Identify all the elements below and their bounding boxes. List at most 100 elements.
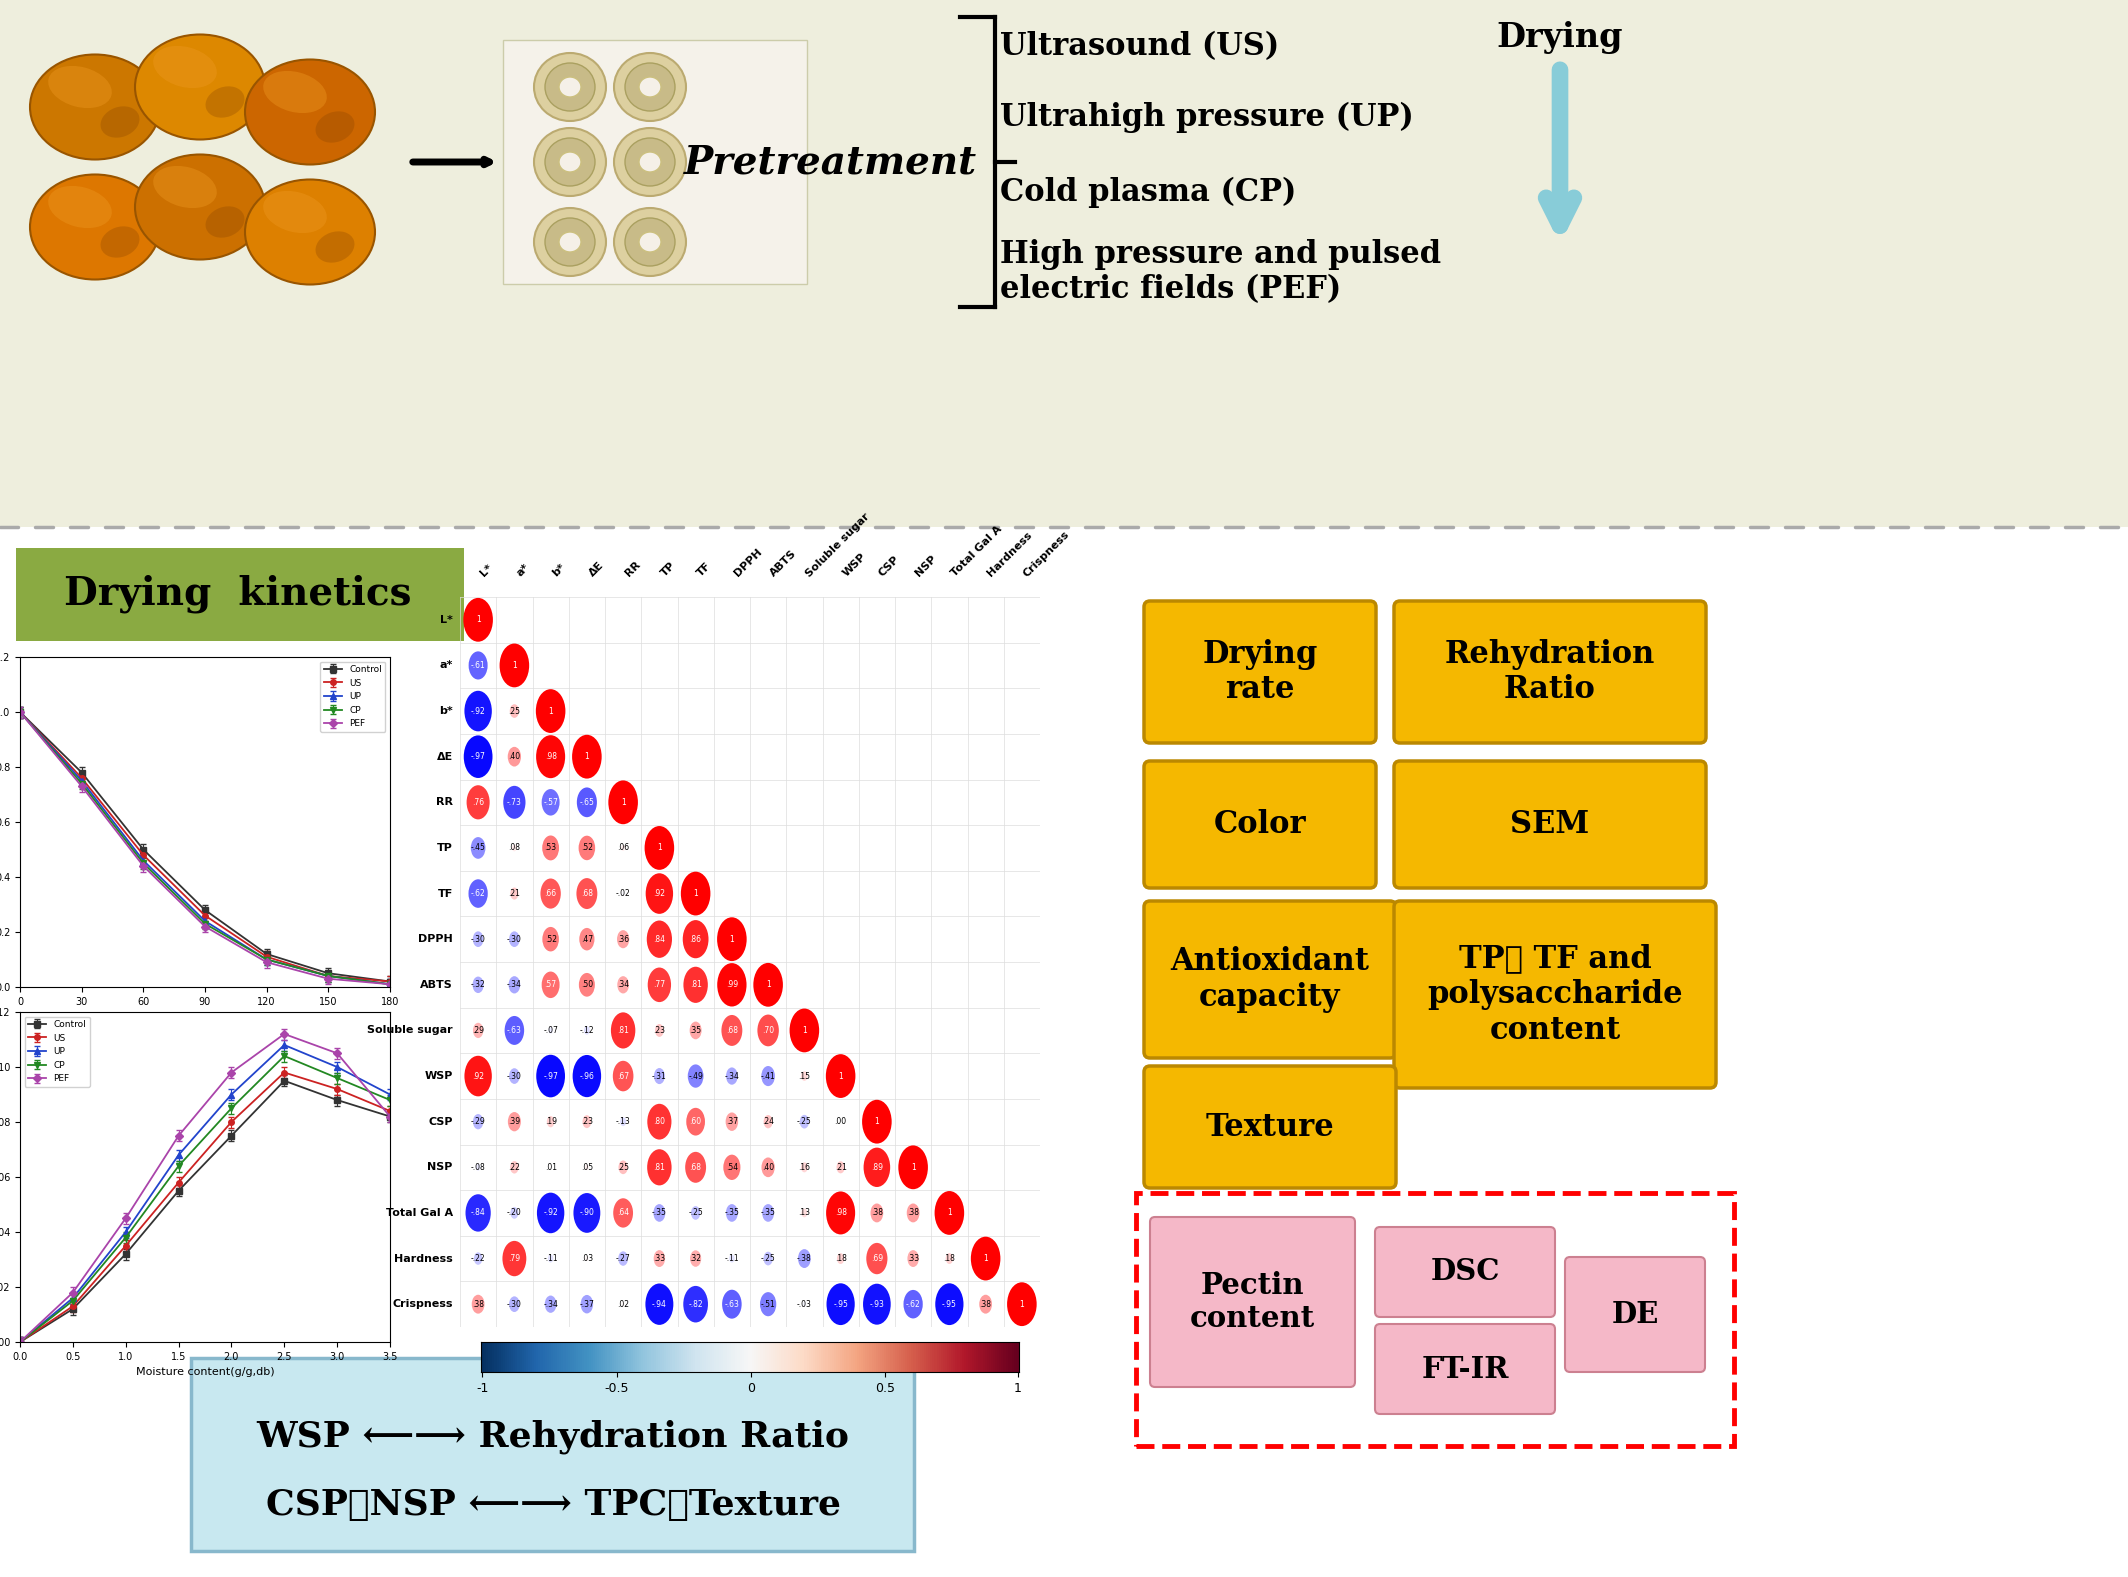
Text: .76: .76 [472, 798, 485, 807]
Ellipse shape [647, 921, 672, 957]
Ellipse shape [638, 77, 662, 98]
Text: -.94: -.94 [651, 1299, 666, 1309]
Ellipse shape [472, 1113, 483, 1129]
FancyBboxPatch shape [1136, 1192, 1734, 1446]
FancyBboxPatch shape [1375, 1227, 1556, 1317]
Text: .70: .70 [762, 1027, 775, 1035]
Text: -.30: -.30 [506, 1071, 521, 1080]
Text: TP: TP [436, 844, 453, 853]
Text: .52: .52 [581, 844, 594, 853]
FancyBboxPatch shape [1394, 762, 1707, 888]
Ellipse shape [536, 1192, 564, 1233]
Ellipse shape [838, 1120, 843, 1123]
Text: -.61: -.61 [470, 661, 485, 670]
Text: -.73: -.73 [506, 798, 521, 807]
Text: -.34: -.34 [543, 1299, 558, 1309]
Ellipse shape [504, 1016, 523, 1046]
Ellipse shape [907, 1251, 919, 1266]
Text: .54: .54 [726, 1162, 738, 1172]
Text: .38: .38 [979, 1299, 992, 1309]
Ellipse shape [621, 845, 626, 852]
Text: .39: .39 [509, 1117, 521, 1126]
Text: -.22: -.22 [470, 1254, 485, 1263]
Text: -.95: -.95 [834, 1299, 849, 1309]
Ellipse shape [724, 1154, 741, 1180]
Text: .53: .53 [545, 844, 558, 853]
Ellipse shape [470, 837, 485, 859]
Ellipse shape [762, 1205, 775, 1222]
Text: b*: b* [551, 561, 568, 579]
Text: .98: .98 [545, 752, 558, 762]
Text: 1: 1 [838, 1071, 843, 1080]
Ellipse shape [472, 1295, 485, 1314]
Ellipse shape [653, 1251, 666, 1266]
Ellipse shape [717, 964, 747, 1006]
Text: .40: .40 [762, 1162, 775, 1172]
Text: -.27: -.27 [615, 1254, 630, 1263]
Ellipse shape [577, 878, 598, 908]
Ellipse shape [49, 66, 113, 109]
Text: 1: 1 [549, 706, 553, 716]
Ellipse shape [583, 1115, 592, 1128]
Ellipse shape [864, 1148, 890, 1187]
Text: .33: .33 [653, 1254, 666, 1263]
Text: Ultrahigh pressure (UP): Ultrahigh pressure (UP) [1000, 101, 1413, 132]
Text: .05: .05 [581, 1162, 594, 1172]
Ellipse shape [536, 689, 566, 733]
Text: Pretreatment: Pretreatment [683, 144, 977, 181]
Ellipse shape [721, 1016, 743, 1046]
Ellipse shape [511, 705, 519, 718]
Text: Texture: Texture [1207, 1112, 1334, 1142]
Ellipse shape [615, 128, 685, 196]
Ellipse shape [647, 1150, 672, 1186]
Text: -.31: -.31 [651, 1071, 666, 1080]
Text: -.38: -.38 [798, 1254, 811, 1263]
FancyBboxPatch shape [1145, 1066, 1396, 1187]
Text: -.90: -.90 [579, 1208, 594, 1217]
Text: Soluble sugar: Soluble sugar [368, 1025, 453, 1036]
Ellipse shape [153, 46, 217, 88]
Ellipse shape [626, 63, 675, 110]
Ellipse shape [549, 1165, 551, 1169]
Ellipse shape [560, 232, 581, 252]
Text: -.11: -.11 [543, 1254, 558, 1263]
Ellipse shape [762, 1066, 775, 1087]
Text: Drying
rate: Drying rate [1202, 639, 1317, 705]
Text: TP， TF and
polysaccharide
content: TP， TF and polysaccharide content [1428, 943, 1683, 1046]
Ellipse shape [619, 1251, 628, 1266]
Ellipse shape [475, 1252, 483, 1265]
Ellipse shape [789, 1009, 819, 1052]
Text: .84: .84 [653, 935, 666, 943]
Text: DE: DE [1611, 1299, 1658, 1329]
Text: .47: .47 [581, 935, 594, 943]
FancyBboxPatch shape [19, 17, 400, 267]
Text: .81: .81 [617, 1027, 630, 1035]
Ellipse shape [726, 1112, 738, 1131]
X-axis label: Moisture content(g/g,db): Moisture content(g/g,db) [136, 1367, 275, 1377]
Ellipse shape [466, 785, 489, 820]
Text: -.02: -.02 [615, 889, 630, 897]
Text: ΔE: ΔE [436, 752, 453, 762]
Text: 1: 1 [875, 1117, 879, 1126]
Ellipse shape [134, 35, 266, 139]
Ellipse shape [798, 1249, 811, 1268]
Text: Pectin
content: Pectin content [1190, 1271, 1315, 1333]
Ellipse shape [472, 1023, 483, 1038]
Text: a*: a* [515, 563, 530, 579]
Ellipse shape [683, 1285, 709, 1323]
Ellipse shape [100, 227, 140, 257]
Text: .34: .34 [617, 981, 630, 989]
Ellipse shape [619, 1161, 628, 1175]
Text: -.03: -.03 [798, 1299, 811, 1309]
Ellipse shape [621, 1303, 626, 1306]
Text: .64: .64 [617, 1208, 630, 1217]
Text: .08: .08 [509, 844, 521, 853]
Ellipse shape [583, 1027, 589, 1035]
FancyBboxPatch shape [1149, 1217, 1356, 1388]
Text: TF: TF [438, 888, 453, 899]
Text: .21: .21 [509, 889, 521, 897]
Text: .92: .92 [653, 889, 666, 897]
Text: .81: .81 [689, 981, 702, 989]
Ellipse shape [534, 54, 606, 121]
FancyBboxPatch shape [1145, 601, 1377, 743]
